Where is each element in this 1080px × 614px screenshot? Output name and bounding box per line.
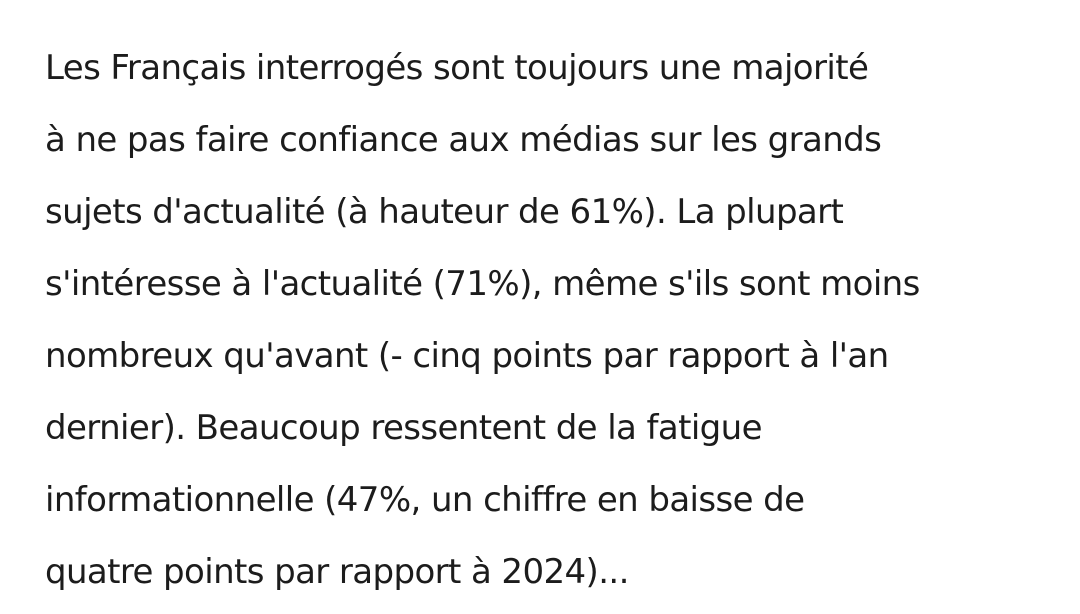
paragraph-line: à ne pas faire confiance aux médias sur …	[45, 120, 882, 160]
paragraph-line: s'intéresse à l'actualité (71%), même s'…	[45, 264, 920, 304]
paragraph-line: sujets d'actualité (à hauteur de 61%). L…	[45, 192, 844, 232]
paragraph-line: informationnelle (47%, un chiffre en bai…	[45, 480, 805, 520]
paragraph-line: Les Français interrogés sont toujours un…	[45, 48, 869, 88]
paragraph-line: nombreux qu'avant (- cinq points par rap…	[45, 336, 889, 376]
article-paragraph: Les Français interrogés sont toujours un…	[45, 38, 920, 614]
paragraph-line: quatre points par rapport à 2024)...	[45, 552, 629, 592]
paragraph-line: dernier). Beaucoup ressentent de la fati…	[45, 408, 763, 448]
